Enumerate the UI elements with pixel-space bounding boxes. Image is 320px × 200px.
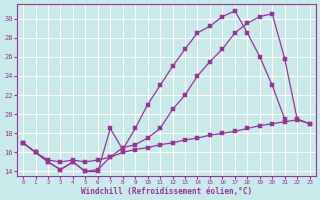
X-axis label: Windchill (Refroidissement éolien,°C): Windchill (Refroidissement éolien,°C) [81,187,252,196]
